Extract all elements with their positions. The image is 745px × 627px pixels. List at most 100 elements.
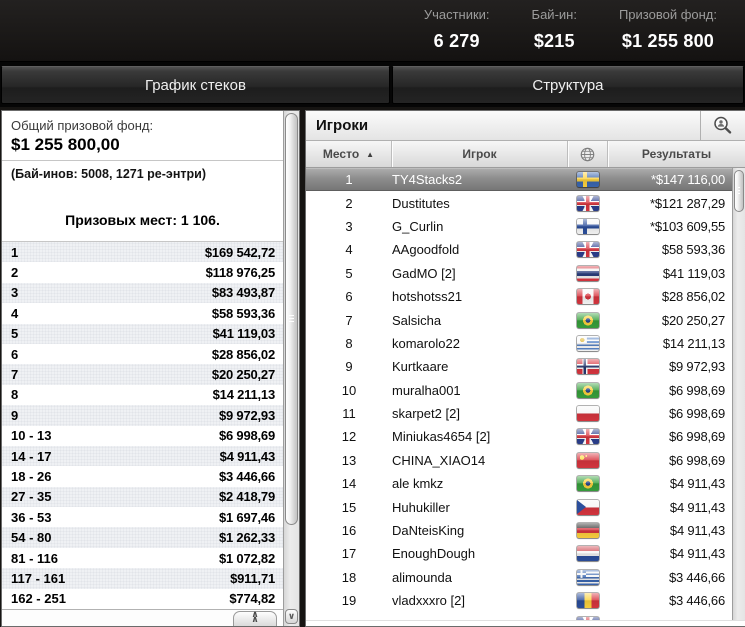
- player-row[interactable]: 6 hotshotss21 $28 856,02: [306, 284, 732, 309]
- finland-flag-icon: [577, 218, 599, 234]
- player-row[interactable]: 5 GadMO [2] $41 119,03: [306, 261, 732, 285]
- total-prize-value: $1 255 800,00: [11, 135, 120, 154]
- player-row[interactable]: 9 Kurtkaare $9 972,93: [306, 355, 732, 379]
- romania-flag-icon: [577, 593, 599, 609]
- player-place: 6: [345, 289, 353, 305]
- player-name: TY4Stacks2: [392, 172, 463, 188]
- search-player-button[interactable]: [700, 111, 745, 140]
- player-place: 2: [345, 195, 353, 211]
- player-name: G_Curlin: [392, 218, 444, 234]
- player-result: $14 211,13: [662, 335, 725, 351]
- player-place: 10: [341, 382, 357, 398]
- germany-flag-icon: [577, 523, 599, 539]
- chevron-up-icon: ∧: [251, 614, 259, 624]
- player-row[interactable]: 1 TY4Stacks2 *$147 116,00: [306, 168, 732, 192]
- payout-amount: $14 211,13: [212, 387, 276, 403]
- payout-place: 27 - 35: [11, 489, 52, 505]
- prizepool-panel-main: Общий призовой фонд: $1 255 800,00 (Бай-…: [2, 111, 283, 626]
- player-row[interactable]: 13 CHINA_XIAO14 $6 998,69: [306, 448, 732, 473]
- player-place: 13: [341, 452, 357, 468]
- player-row[interactable]: 7 Salsicha $20 250,27: [306, 308, 732, 332]
- payout-row: 81 - 116 $1 072,82: [2, 548, 283, 568]
- player-name: Salsicha: [392, 312, 442, 328]
- player-place: 16: [341, 523, 357, 539]
- stat-prizepool-label: Призовой фонд:: [618, 7, 717, 22]
- payout-place: 3: [11, 285, 19, 301]
- stat-entrants-value: 6 279: [433, 31, 480, 51]
- uk-flag-icon: [577, 429, 599, 445]
- buyins-reentries-line: (Бай-инов: 5008, 1271 ре-энтри): [11, 167, 206, 181]
- payout-scroll-down-button[interactable]: ∨: [285, 609, 298, 624]
- tab-stack-chart[interactable]: График стеков: [1, 66, 390, 104]
- uk-flag-icon: [577, 242, 599, 258]
- places-paid-line: Призовых мест: 1 106.: [65, 212, 220, 228]
- player-place: 12: [341, 429, 357, 445]
- player-place: 15: [341, 499, 357, 515]
- column-header-player[interactable]: Игрок: [392, 141, 568, 167]
- player-row[interactable]: 18 alimounda $3 446,66: [306, 565, 732, 590]
- payout-amount: $1 262,33: [218, 530, 275, 546]
- player-row[interactable]: 10 muralha001 $6 998,69: [306, 378, 732, 402]
- payout-amount: $169 542,72: [204, 244, 275, 260]
- player-row[interactable]: 16 DaNteisKing $4 911,43: [306, 518, 732, 543]
- player-row[interactable]: 8 komarolo22 $14 211,13: [306, 331, 732, 356]
- player-row[interactable]: 12 Miniukas4654 [2] $6 998,69: [306, 425, 732, 449]
- player-place: 11: [342, 406, 356, 422]
- column-header-results[interactable]: Результаты: [608, 141, 745, 167]
- player-result: $6 998,69: [668, 452, 725, 468]
- tournament-stats-bar: Участники: 6 279 Бай-ин: $215 Призовой ф…: [0, 0, 745, 62]
- payout-row: 1 $169 542,72: [2, 242, 283, 263]
- payout-place: 2: [11, 265, 19, 281]
- player-row[interactable]: 4 AAgoodfold $58 593,36: [306, 238, 732, 262]
- column-header-place[interactable]: Место ▲: [306, 141, 392, 167]
- player-row[interactable]: 19 vladxxxro [2] $3 446,66: [306, 589, 732, 613]
- player-row[interactable]: 3 G_Curlin *$103 609,55: [306, 214, 732, 239]
- chevron-up-icon: ∧: [251, 609, 259, 619]
- player-place: 1: [345, 172, 353, 188]
- player-place: 8: [345, 335, 353, 351]
- payout-row: 2 $118 976,25: [2, 262, 283, 282]
- player-row[interactable]: 11 skarpet2 [2] $6 998,69: [306, 401, 732, 426]
- stat-buyin-label: Бай-ин:: [531, 7, 577, 22]
- player-row[interactable]: 17 EnoughDough $4 911,43: [306, 542, 732, 566]
- payout-amount: $911,71: [230, 570, 275, 586]
- players-panel-bottom-strip: [306, 620, 745, 626]
- tab-structure[interactable]: Структура: [391, 66, 744, 104]
- player-row[interactable]: 14 ale kmkz $4 911,43: [306, 472, 732, 496]
- total-prize-label: Общий призовой фонд:: [11, 118, 154, 133]
- uk-flag-icon: [577, 195, 599, 211]
- player-result: $4 911,43: [669, 546, 725, 562]
- player-result: $4 911,43: [669, 499, 725, 515]
- column-header-country[interactable]: [568, 141, 608, 167]
- uruguay-flag-icon: [577, 335, 599, 351]
- player-place: 19: [341, 593, 357, 609]
- payout-row: 162 - 251 $774,82: [2, 589, 283, 609]
- player-row[interactable]: 2 Dustitutes *$121 287,29: [306, 191, 732, 215]
- players-scrollbar-thumb[interactable]: [734, 170, 744, 212]
- greece-flag-icon: [577, 569, 599, 585]
- players-scrollbar[interactable]: [732, 168, 745, 620]
- player-name: DaNteisKing: [392, 523, 465, 539]
- column-header-results-label: Результаты: [641, 147, 712, 161]
- player-row[interactable]: 15 Huhukiller $4 911,43: [306, 495, 732, 519]
- player-place: 5: [345, 265, 353, 281]
- payout-row: 3 $83 493,87: [2, 282, 283, 304]
- prizepool-panel: Общий призовой фонд: $1 255 800,00 (Бай-…: [1, 110, 300, 627]
- payout-amount: $4 911,43: [219, 448, 276, 464]
- globe-icon: [580, 147, 595, 161]
- player-result: $6 998,69: [668, 429, 725, 445]
- player-result: $6 998,69: [668, 382, 725, 398]
- expand-payouts-handle[interactable]: ∧ ∧: [233, 609, 277, 626]
- payout-scrollbar-thumb[interactable]: [285, 113, 298, 525]
- payout-place: 4: [11, 305, 19, 321]
- payout-scrollbar[interactable]: ∨: [283, 111, 299, 626]
- stat-buyin: Бай-ин: $215: [532, 0, 577, 61]
- uk-flag-icon: [577, 616, 599, 620]
- player-row[interactable]: [306, 612, 732, 620]
- players-rows: 1 TY4Stacks2 *$147 116,00 2 Dustitutes *…: [306, 168, 732, 620]
- players-title-bar: Игроки: [306, 111, 745, 141]
- player-result: $20 250,27: [661, 312, 725, 328]
- payout-place: 81 - 116: [11, 550, 58, 566]
- stat-prizepool: Призовой фонд: $1 255 800: [619, 0, 717, 61]
